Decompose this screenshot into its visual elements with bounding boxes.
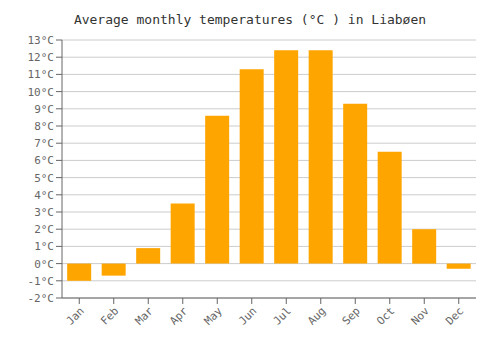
svg-text:8°C: 8°C [34, 120, 54, 133]
svg-text:12°C: 12°C [28, 51, 55, 64]
svg-text:Apr: Apr [167, 304, 191, 328]
svg-text:Aug: Aug [305, 304, 328, 327]
svg-text:Mar: Mar [133, 304, 157, 328]
svg-text:Dec: Dec [443, 304, 466, 327]
svg-text:7°C: 7°C [34, 137, 54, 150]
svg-text:May: May [202, 304, 226, 328]
svg-text:9°C: 9°C [34, 103, 54, 116]
svg-text:13°C: 13°C [28, 34, 55, 47]
svg-text:4°C: 4°C [34, 189, 54, 202]
svg-text:10°C: 10°C [28, 86, 55, 99]
svg-text:-1°C: -1°C [28, 275, 55, 288]
svg-text:2°C: 2°C [34, 223, 54, 236]
svg-text:3°C: 3°C [34, 206, 54, 219]
svg-text:-2°C: -2°C [28, 292, 55, 305]
svg-text:Jun: Jun [236, 304, 259, 327]
svg-text:5°C: 5°C [34, 172, 54, 185]
svg-text:Nov: Nov [409, 304, 433, 328]
svg-text:Jul: Jul [271, 304, 294, 327]
svg-text:1°C: 1°C [34, 240, 54, 253]
svg-text:Feb: Feb [98, 304, 121, 327]
svg-text:6°C: 6°C [34, 154, 54, 167]
svg-text:Oct: Oct [374, 304, 397, 327]
svg-text:0°C: 0°C [34, 258, 54, 271]
svg-text:Sep: Sep [340, 304, 363, 327]
svg-text:Jan: Jan [64, 304, 87, 327]
svg-text:11°C: 11°C [28, 68, 55, 81]
html-text:Average monthly temperatures (: Average monthly temperatures (°C ) in Li… [73, 12, 427, 27]
